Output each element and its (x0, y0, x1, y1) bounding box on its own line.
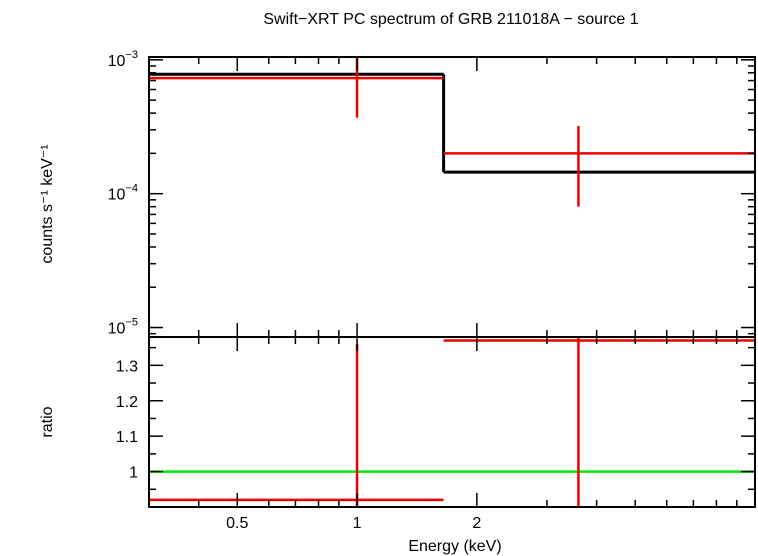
y-tick-label: 10−3 (108, 49, 138, 70)
y-axis-label-counts: counts s⁻¹ keV⁻¹ (39, 144, 56, 263)
spectrum-panel-frame (148, 56, 756, 338)
y-tick-exponent: −5 (125, 317, 138, 329)
y-tick-exponent: −4 (125, 183, 138, 195)
ratio-panel-frame (148, 336, 756, 508)
x-tick-label: 0.5 (226, 515, 248, 532)
ratio-y-tick-label: 1.3 (116, 358, 138, 375)
chart-title: Swift−XRT PC spectrum of GRB 211018A − s… (263, 11, 638, 28)
x-tick-label: 1 (353, 515, 362, 532)
ratio-y-tick-label: 1.2 (116, 394, 138, 411)
x-axis-label: Energy (keV) (408, 538, 501, 555)
ratio-y-tick-label: 1 (129, 465, 138, 482)
y-tick-label: 10−5 (108, 317, 138, 338)
x-tick-label: 2 (472, 515, 481, 532)
y-tick-exponent: −3 (125, 49, 138, 61)
y-axis-label-ratio: ratio (39, 406, 56, 437)
y-tick-label: 10−4 (108, 183, 138, 204)
ratio-y-tick-label: 1.1 (116, 429, 138, 446)
